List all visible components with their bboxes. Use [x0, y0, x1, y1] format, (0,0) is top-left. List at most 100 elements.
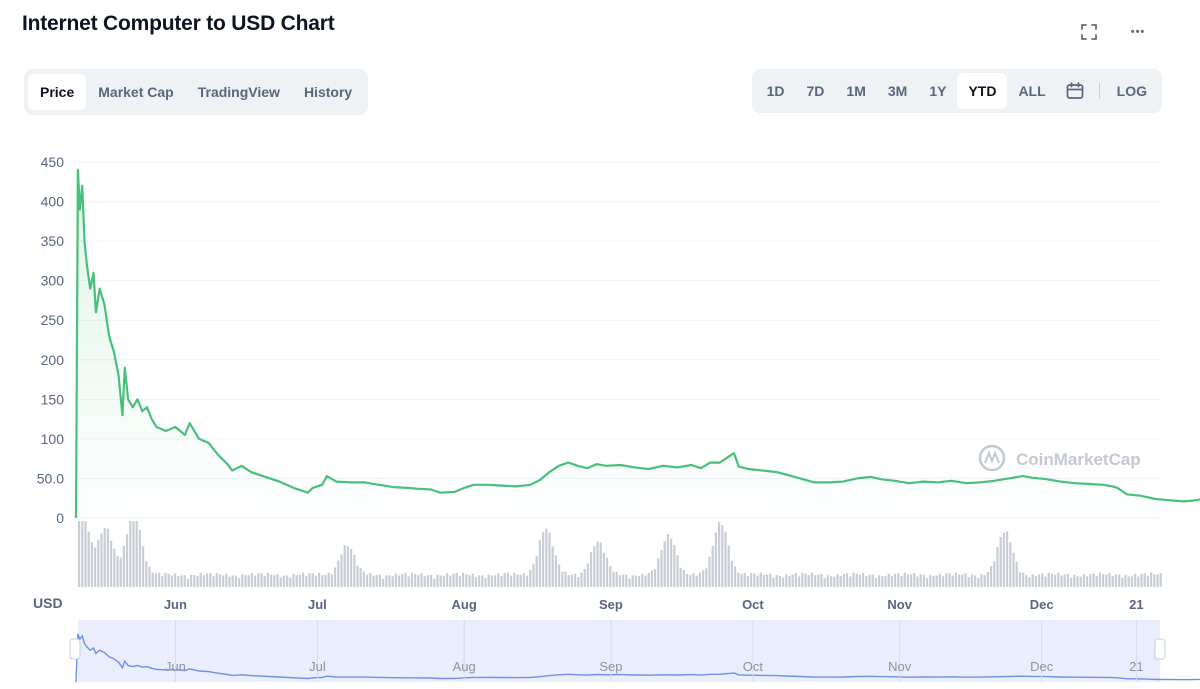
volume-bar — [529, 570, 532, 587]
volume-bar — [836, 573, 839, 587]
volume-bar — [673, 544, 676, 587]
range-7d[interactable]: 7D — [806, 83, 825, 99]
volume-bar — [964, 573, 967, 587]
volume-bar — [769, 573, 772, 587]
navigator-right-handle[interactable] — [1154, 638, 1166, 660]
volume-bar — [830, 576, 833, 587]
range-all[interactable]: ALL — [1018, 83, 1046, 99]
navigator-left-handle[interactable] — [69, 638, 81, 660]
volume-bar — [465, 574, 468, 587]
volume-bar — [740, 574, 743, 587]
tab-tradingview[interactable]: TradingView — [197, 84, 280, 100]
volume-bar — [1130, 576, 1133, 587]
volume-bar — [865, 575, 868, 587]
volume-bar — [890, 576, 893, 587]
volume-bar — [100, 533, 103, 587]
volume-bar — [430, 575, 433, 587]
date-picker-button[interactable] — [1057, 73, 1093, 109]
volume-bar — [574, 573, 577, 587]
price-area — [76, 169, 1200, 518]
range-1y[interactable]: 1Y — [929, 83, 947, 99]
volume-bar — [1066, 574, 1069, 587]
volume-bar — [1079, 576, 1082, 587]
volume-bar — [801, 572, 804, 587]
volume-bar — [103, 528, 106, 587]
volume-bar — [705, 568, 708, 587]
volume-bar — [602, 553, 605, 587]
tab-market-cap[interactable]: Market Cap — [98, 84, 174, 100]
volume-bar — [596, 541, 599, 587]
volume-bar — [414, 573, 417, 587]
volume-bar — [263, 576, 266, 587]
range-ytd[interactable]: YTD — [957, 73, 1008, 109]
volume-bar — [938, 573, 941, 587]
volume-bar — [1121, 577, 1124, 587]
volume-bar — [638, 576, 641, 587]
volume-bar — [762, 574, 765, 587]
volume-bar — [657, 558, 660, 587]
volume-bar — [506, 573, 509, 587]
volume-bar — [622, 574, 625, 587]
volume-bar — [881, 576, 884, 587]
fullscreen-button[interactable] — [1075, 20, 1103, 44]
volume-bar — [318, 572, 321, 587]
volume-bar — [167, 573, 170, 587]
volume-bar — [356, 565, 359, 587]
volume-bar — [612, 571, 615, 587]
volume-bar — [698, 572, 701, 587]
volume-bar — [231, 575, 234, 587]
volume-bar — [158, 572, 161, 587]
x-tick-label: Jun — [164, 597, 187, 612]
volume-bar — [897, 573, 900, 587]
volume-bar — [663, 541, 666, 587]
volume-bar — [142, 546, 145, 587]
navigator-tick-label: Oct — [743, 659, 764, 674]
volume-bar — [590, 551, 593, 587]
volume-bar — [1070, 577, 1073, 587]
volume-bar — [884, 576, 887, 587]
navigator-tick-label: Nov — [888, 659, 912, 674]
range-3m[interactable]: 3M — [887, 83, 908, 99]
volume-bar — [727, 545, 730, 587]
volume-bar — [791, 574, 794, 587]
volume-bar — [1031, 574, 1034, 587]
volume-bar — [1098, 572, 1101, 587]
range-1m[interactable]: 1M — [846, 83, 866, 99]
volume-bar — [238, 578, 241, 587]
volume-bar — [420, 573, 423, 587]
x-tick-label: Sep — [599, 597, 623, 612]
volume-bar — [154, 573, 157, 587]
volume-bar — [526, 575, 529, 587]
volume-bar — [433, 578, 436, 587]
volume-bar — [298, 574, 301, 587]
volume-bar — [1054, 574, 1057, 587]
volume-bar — [1044, 576, 1047, 587]
range-navigator[interactable]: Jun Jul Aug Sep Oct Nov Dec 21 — [69, 620, 1200, 683]
volume-bar — [922, 574, 925, 587]
volume-bar — [1089, 574, 1092, 587]
volume-bar — [1153, 574, 1156, 587]
log-scale-toggle[interactable]: LOG — [1116, 83, 1147, 99]
volume-bar — [1124, 575, 1127, 587]
volume-bar — [196, 575, 199, 587]
range-1d[interactable]: 1D — [766, 83, 785, 99]
more-button[interactable]: ••• — [1124, 20, 1152, 44]
tab-price[interactable]: Price — [28, 74, 87, 110]
tab-history[interactable]: History — [303, 84, 353, 100]
volume-bar — [1086, 576, 1089, 587]
volume-bar — [1022, 572, 1025, 587]
volume-bar — [593, 546, 596, 587]
volume-bar — [874, 578, 877, 587]
volume-bar — [945, 573, 948, 587]
volume-bar — [222, 575, 225, 587]
volume-bar — [1140, 573, 1143, 587]
volume-bar — [814, 575, 817, 587]
volume-bar — [519, 574, 522, 587]
volume-bar — [404, 572, 407, 587]
volume-bar — [1041, 573, 1044, 587]
x-tick-label: 21 — [1129, 597, 1143, 612]
volume-bar — [225, 573, 228, 587]
volume-bar — [321, 575, 324, 587]
volume-bar — [87, 531, 90, 587]
volume-bar — [490, 575, 493, 587]
